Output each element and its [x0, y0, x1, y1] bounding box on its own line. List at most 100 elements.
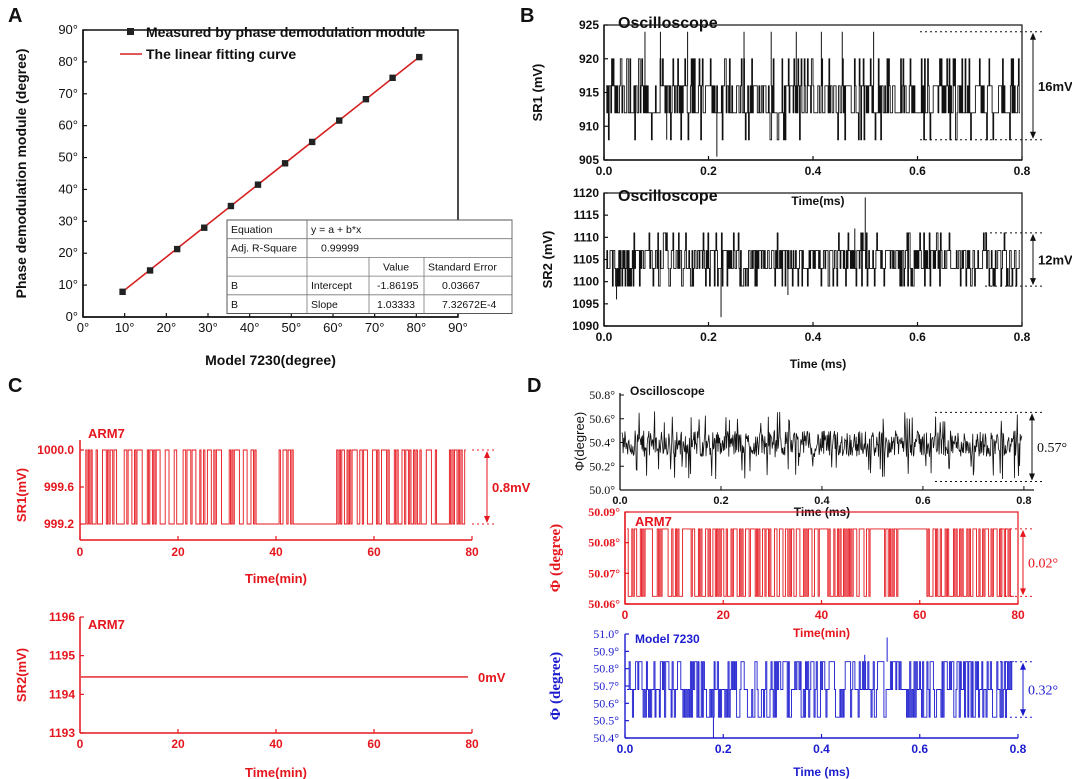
panel-a-x-tick-label: 50° — [281, 320, 301, 335]
panel-b-bottom-y-tick-label: 1100 — [573, 275, 599, 289]
panel-a-x-tick-label: 60° — [323, 320, 343, 335]
panel-c-top-x-tick-label: 60 — [367, 545, 381, 559]
panel-b-top-y-tick-label: 915 — [579, 86, 599, 100]
panel-d-middle-pp-arrow-head-down — [1020, 588, 1026, 596]
panel-c-bottom-y-tick-label: 1195 — [49, 649, 75, 663]
panel-a-table-equation: y = a + b*x — [311, 224, 362, 236]
panel-d-middle-pp-arrow-head-up — [1020, 529, 1026, 537]
panel-a-x-tick-label: 70° — [365, 320, 385, 335]
panel-a-y-tick-label: 0° — [66, 309, 78, 324]
panel-a-fit-line — [122, 56, 420, 293]
panel-d-middle-title: ARM7 — [635, 514, 672, 529]
panel-d-middle-pp-label: 0.02° — [1028, 557, 1058, 572]
panel-d-top-series-line — [621, 411, 1023, 480]
panel-a-y-tick-label: 60° — [58, 118, 78, 133]
panel-b-bottom-y-tick-label: 1090 — [572, 319, 599, 333]
panel-b-top-x-tick-label: 0.8 — [1014, 164, 1031, 178]
panel-d-bottom-y-tick-label: 51.0° — [593, 627, 619, 641]
panel-a-data-point — [281, 160, 289, 167]
panel-d-middle-y-tick-label: 50.06° — [588, 597, 620, 611]
panel-a-y-tick-label: 30° — [58, 213, 78, 228]
panel-b-top-x-tick-label: 0.4 — [805, 164, 822, 178]
panel-d-middle-y-tick-label: 50.07° — [588, 566, 620, 580]
panel-a-table-cell: B — [231, 299, 238, 311]
panel-b-bottom-pp-arrow-head-down — [1030, 278, 1036, 286]
panel-d-top-pp-label: 0.57° — [1037, 441, 1067, 456]
panel-a-data-point — [336, 117, 343, 124]
panel-d-top-y-tick-label: 50.0° — [589, 483, 615, 497]
panel-a-x-tick-label: 40° — [240, 320, 260, 335]
panel-d-top-x-tick-label: 0.0 — [612, 495, 627, 507]
panel-d-middle-y-tick-label: 50.09° — [588, 505, 620, 519]
panel-b-top-y-tick-label: 905 — [579, 153, 599, 167]
panel-a-x-tick-label: 0° — [77, 320, 89, 335]
panel-a-data-point — [227, 202, 235, 210]
panel-a-y-tick-label: 70° — [58, 86, 78, 101]
panel-d-bottom-x-tick-label: 0.0 — [617, 742, 634, 756]
panel-b-bottom-y-tick-label: 1115 — [574, 208, 600, 222]
panel-c-bottom-x-tick-label: 40 — [269, 737, 283, 751]
panel-b-top-y-tick-label: 920 — [579, 52, 599, 66]
panel-a-x-tick-label: 30° — [198, 320, 218, 335]
panel-d-middle-x-tick-label: 0 — [622, 608, 629, 622]
panel-b-top-x-tick-label: 0.6 — [909, 164, 926, 178]
panel-b-top-pp-arrow-head-up — [1030, 32, 1036, 40]
panel-d-bottom-y-tick-label: 50.6° — [593, 696, 619, 710]
panel-d-bottom-y-tick-label: 50.9° — [593, 644, 619, 658]
panel-d-bottom-y-tick-label: 50.8° — [593, 662, 619, 676]
panel-b-top-y-tick-label: 910 — [579, 119, 599, 133]
panel-a-axes: 0° 10° 20° 30° 40° 50° 60° 70° 80° 90° 0° 10° 20° 30°… — [58, 22, 468, 335]
panel-b-bottom-pp-arrow-head-up — [1030, 233, 1036, 241]
panel-d-bottom-pp-label: 0.32° — [1028, 683, 1058, 698]
panel-d-bottom-series-line — [627, 661, 1014, 718]
panel-b-bottom-series-line — [606, 232, 1020, 287]
panel-d-bottom-y-axis-label: Φ (degree) — [548, 652, 564, 720]
panel-b-top-pp-label: 16mV — [1038, 79, 1072, 94]
panel-b-bottom-x-tick-label: 0.4 — [805, 330, 822, 344]
panel-d-top-y-tick-label: 50.2° — [589, 459, 615, 473]
panel-b-bottom-y-tick-label: 1105 — [573, 253, 599, 267]
panel-a-fit-table — [226, 219, 513, 314]
panel-d-top-y-tick-label: 50.4° — [589, 436, 615, 450]
panel-b-top-axes: 0.0 0.2 0.4 0.6 0.8 905 910 915 920 925 — [579, 18, 1031, 178]
panel-c-bottom-title: ARM7 — [88, 617, 125, 632]
panel-a-x-tick-label: 20° — [156, 320, 176, 335]
panel-d-top-y-tick-label: 50.8° — [589, 388, 615, 402]
panel-c-bottom-x-tick-label: 0 — [77, 737, 84, 751]
panel-a-y-tick-label: 40° — [58, 181, 78, 196]
panel-d-bottom-x-tick-label: 0.2 — [715, 742, 732, 756]
panel-d-bottom-x-axis-label: Time (ms) — [793, 765, 849, 779]
panel-d-middle-y-axis-label: Φ (degree) — [548, 524, 564, 592]
panel-c-bottom-y-tick-label: 1194 — [49, 687, 75, 701]
panel-c-bottom-x-tick-label: 20 — [171, 737, 185, 751]
panel-a-data-point — [389, 74, 396, 82]
panel-a-data-point — [119, 288, 126, 296]
panel-a-x-tick-label: 80° — [406, 320, 426, 335]
panel-d-middle-frame — [624, 511, 1019, 605]
panel-d-bottom-x-tick-label: 0.6 — [911, 742, 928, 756]
panel-b-top-x-tick-label: 0.2 — [700, 164, 717, 178]
panel-b-bottom-y-tick-label: 1095 — [572, 297, 599, 311]
panel-d-bottom-y-tick-label: 50.4° — [593, 731, 619, 745]
panel-c-top-x-axis-label: Time(min) — [245, 571, 307, 586]
panel-a-y-tick-label: 80° — [58, 54, 78, 69]
panel-a-data-point — [146, 267, 154, 274]
panel-a-data-point — [362, 95, 370, 103]
panel-a-y-axis-label: Phase demodulation module (degree) — [13, 49, 29, 299]
panel-d-bottom-x-tick-label: 0.4 — [813, 742, 830, 756]
panel-d-middle-x-tick-label: 20 — [717, 608, 731, 622]
panel-d-middle-x-tick-label: 80 — [1011, 608, 1025, 622]
panel-c-bottom-y-tick-label: 1193 — [49, 726, 75, 740]
panel-c-bottom-annotation: 0mV — [478, 670, 506, 685]
panel-a-legend-points-label: Measured by phase demodulation module — [146, 24, 425, 40]
panel-b-letter: B — [520, 5, 534, 27]
panel-d-bottom-x-tick-label: 0.8 — [1010, 742, 1027, 756]
panel-a-table-cell: Slope — [311, 299, 338, 311]
panel-b-bottom-y-tick-label: 1110 — [574, 230, 600, 244]
panel-a-table-cell: B — [231, 280, 238, 292]
panel-a-table-cell: 0.03667 — [442, 280, 480, 292]
panel-d-bottom-title: Model 7230 — [635, 632, 700, 646]
panel-a-table-cell: Intercept — [311, 280, 352, 292]
panel-b-bottom-y-tick-label: 1120 — [573, 186, 599, 200]
